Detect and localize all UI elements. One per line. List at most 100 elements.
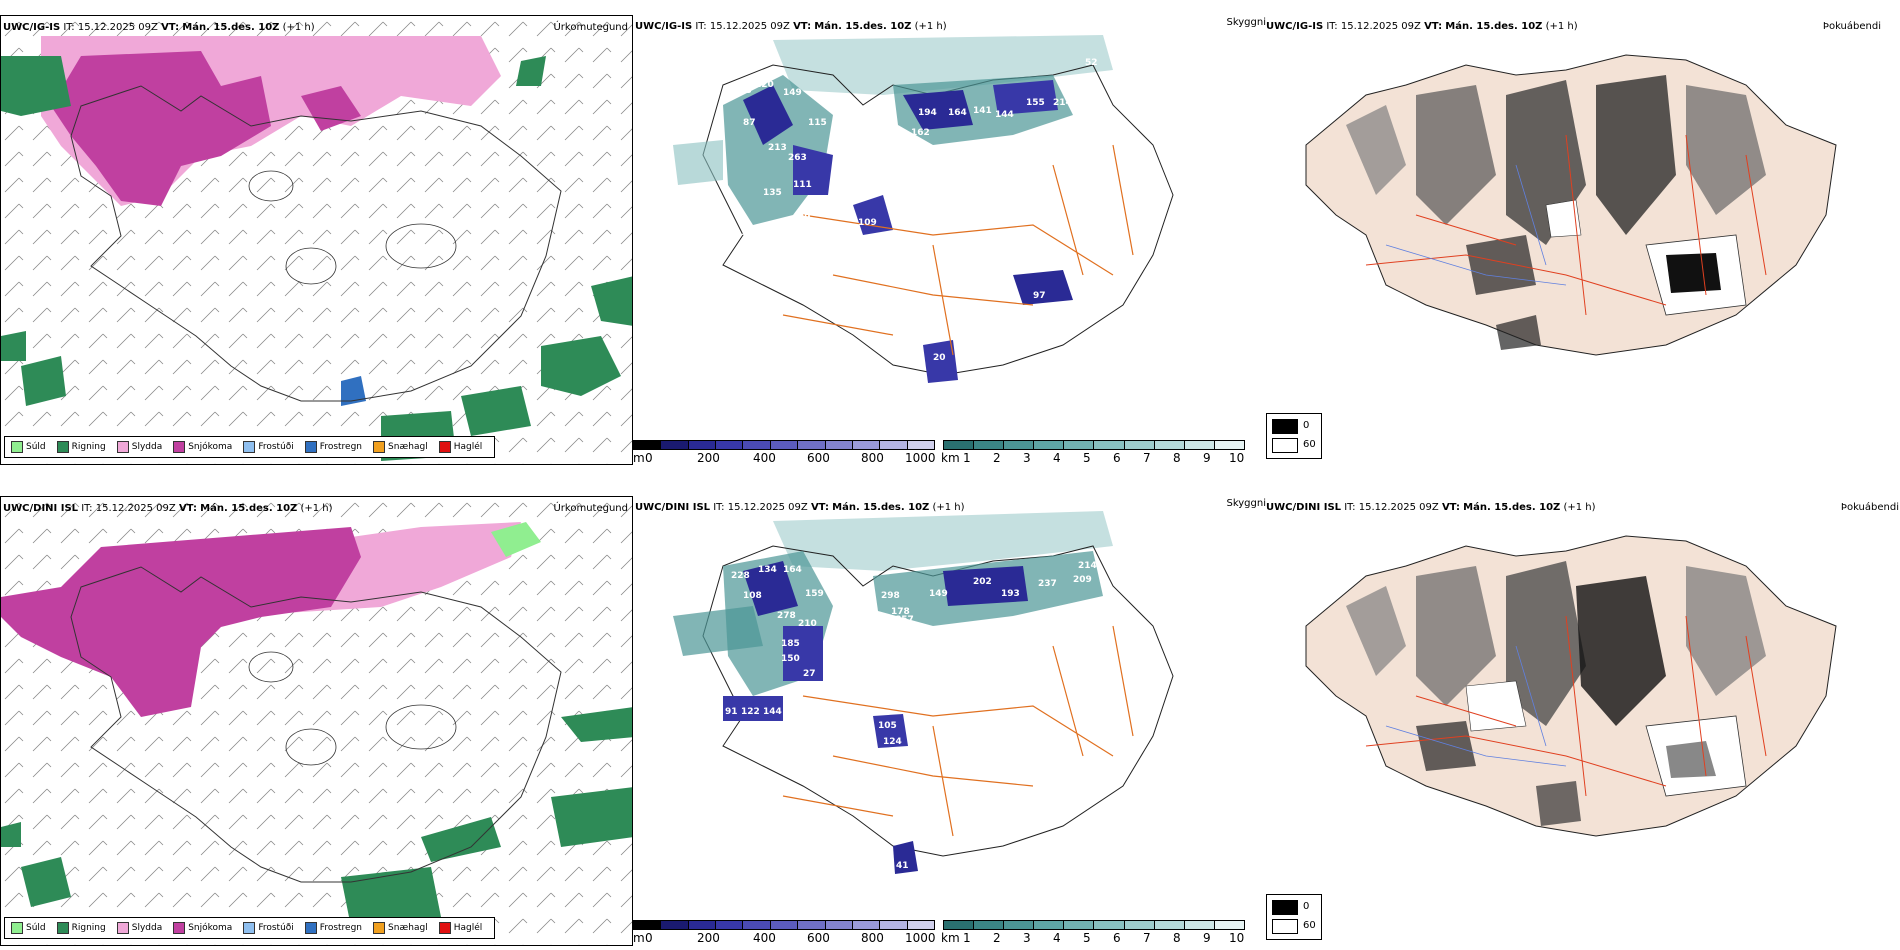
precip-type-map [1, 16, 632, 464]
vis-label: 857 [895, 615, 914, 625]
visibility-panel-row2: 228 134 164 108 159 278 210 298 178 857 … [633, 496, 1266, 950]
vis-label: 124 [883, 737, 902, 747]
cbar-tick: 5 [1083, 931, 1091, 945]
vis-label: 144 [895, 143, 914, 153]
fog-panel-row1: UWC/IG-IS IT: 15.12.2025 09Z VT: Mán. 15… [1266, 15, 1899, 465]
fog-legend: 0 60 [1266, 894, 1322, 940]
cbar-tick: 800 [861, 451, 884, 465]
cbar-swatch [661, 921, 689, 929]
fog-swatch-high [1272, 900, 1298, 915]
vis-label: 209 [1073, 575, 1092, 585]
cbar-tick: 0 [645, 451, 653, 465]
cbar-tick: 400 [753, 451, 776, 465]
cbar-tick: 1000 [905, 451, 936, 465]
cbar-unit: km [941, 451, 960, 465]
cbar-tick: 1000 [905, 931, 936, 945]
cbar-swatch [825, 441, 853, 449]
cbar-swatch [661, 441, 689, 449]
panel-header: UWC/IG-IS IT: 15.12.2025 09Z VT: Mán. 15… [1266, 21, 1578, 32]
cbar-tick: 8 [1173, 451, 1181, 465]
legend-item: Rigning [56, 922, 106, 934]
cbar-tick: 9 [1203, 931, 1211, 945]
cbar-swatch [1034, 441, 1065, 449]
vis-label: 213 [768, 143, 787, 153]
vis-label: 162 [911, 128, 930, 138]
vis-label: 120 [755, 80, 774, 90]
vis-label: 105 [878, 721, 897, 731]
cbar-swatch [770, 921, 799, 929]
cbar-tick: 4 [1053, 451, 1061, 465]
fog-swatch-low [1272, 438, 1298, 453]
cbar-swatch [907, 921, 934, 929]
field-name: Úrkomutegund [553, 503, 628, 514]
vis-label: 144 [813, 221, 832, 231]
cbar-swatch [743, 921, 771, 929]
cbar-tick: 9 [1203, 451, 1211, 465]
fog-legend: 0 60 [1266, 413, 1322, 459]
cbar-swatch [798, 921, 826, 929]
vis-label: 141 [973, 106, 992, 116]
field-name: Þokuábendi [1822, 21, 1881, 32]
fog-legend-low: 60 [1303, 920, 1316, 931]
cbar-tick: 200 [697, 451, 720, 465]
vis-label: 99 [798, 213, 811, 223]
precip-type-map [1, 497, 632, 945]
vis-label: 27 [803, 669, 816, 679]
legend-item: Slydda [116, 922, 162, 934]
precip-type-panel-row1: UWC/IG-IS IT: 15.12.2025 09Z VT: Mán. 15… [0, 15, 633, 465]
precip-legend: Súld Rigning Slydda Snjókoma Frostúði Fr… [4, 917, 496, 939]
vis-label: 122 [741, 707, 760, 717]
vis-label: 150 [781, 654, 800, 664]
vis-label: 87 [743, 118, 756, 128]
vis-label: 108 [743, 591, 762, 601]
visibility-panel-row1: 173 120 149 115 87 213 263 135 111 99 14… [633, 15, 1266, 475]
field-name: Skyggni [1226, 17, 1266, 28]
vis-label: 42 [1093, 601, 1106, 611]
cbar-unit: km [941, 931, 960, 945]
vis-label: 159 [805, 589, 824, 599]
panel-header: UWC/DINI ISL IT: 15.12.2025 09Z VT: Mán.… [635, 502, 965, 513]
cbar-swatch [880, 921, 908, 929]
cbar-tick: 600 [807, 931, 830, 945]
cbar-swatch [1124, 441, 1155, 449]
cbar-swatch [944, 441, 975, 449]
cbar-swatch [974, 441, 1005, 449]
vis-label: 202 [973, 577, 992, 587]
legend-item: Slydda [116, 441, 162, 453]
vis-label: 214 [1053, 98, 1072, 108]
panel-header: UWC/IG-IS IT: 15.12.2025 09Z VT: Mán. 15… [3, 22, 315, 33]
cbar-swatch [1214, 441, 1244, 449]
vis-label: 20 [933, 353, 946, 363]
cbar-tick: 400 [753, 931, 776, 945]
vis-label: 144 [903, 629, 922, 639]
cbar-tick: 2 [993, 931, 1001, 945]
cbar-tick: 7 [1143, 451, 1151, 465]
vis-label: 144 [763, 707, 782, 717]
cbar-tick: 600 [807, 451, 830, 465]
legend-item: Haglél [438, 441, 482, 453]
cbar-tick: 800 [861, 931, 884, 945]
fog-legend-low: 60 [1303, 439, 1316, 450]
visibility-map: 228 134 164 108 159 278 210 298 178 857 … [673, 511, 1174, 874]
cbar-swatch [944, 921, 975, 929]
cbar-swatch [825, 921, 853, 929]
cbar-swatch [880, 441, 908, 449]
cbar-tick: 6 [1113, 931, 1121, 945]
vis-label: 173 [733, 86, 752, 96]
vis-label: 109 [858, 218, 877, 228]
vis-label: 237 [1038, 579, 1057, 589]
legend-item: Frostregn [304, 441, 362, 453]
cbar-swatch [1094, 921, 1125, 929]
legend-item: Súld [11, 441, 46, 453]
cbar-unit: m [633, 451, 645, 465]
legend-item: Snæhagl [373, 441, 428, 453]
legend-item: Frostúði [243, 441, 294, 453]
cbar-swatch [852, 921, 881, 929]
cbar-tick: 200 [697, 931, 720, 945]
vis-label: 164 [948, 108, 967, 118]
cbar-swatch [688, 921, 717, 929]
cbar-swatch [1154, 921, 1185, 929]
vis-label: 263 [788, 153, 807, 163]
precip-legend: Súld Rigning Slydda Snjókoma Frostúði Fr… [4, 436, 496, 458]
vis-label: 164 [783, 565, 802, 575]
